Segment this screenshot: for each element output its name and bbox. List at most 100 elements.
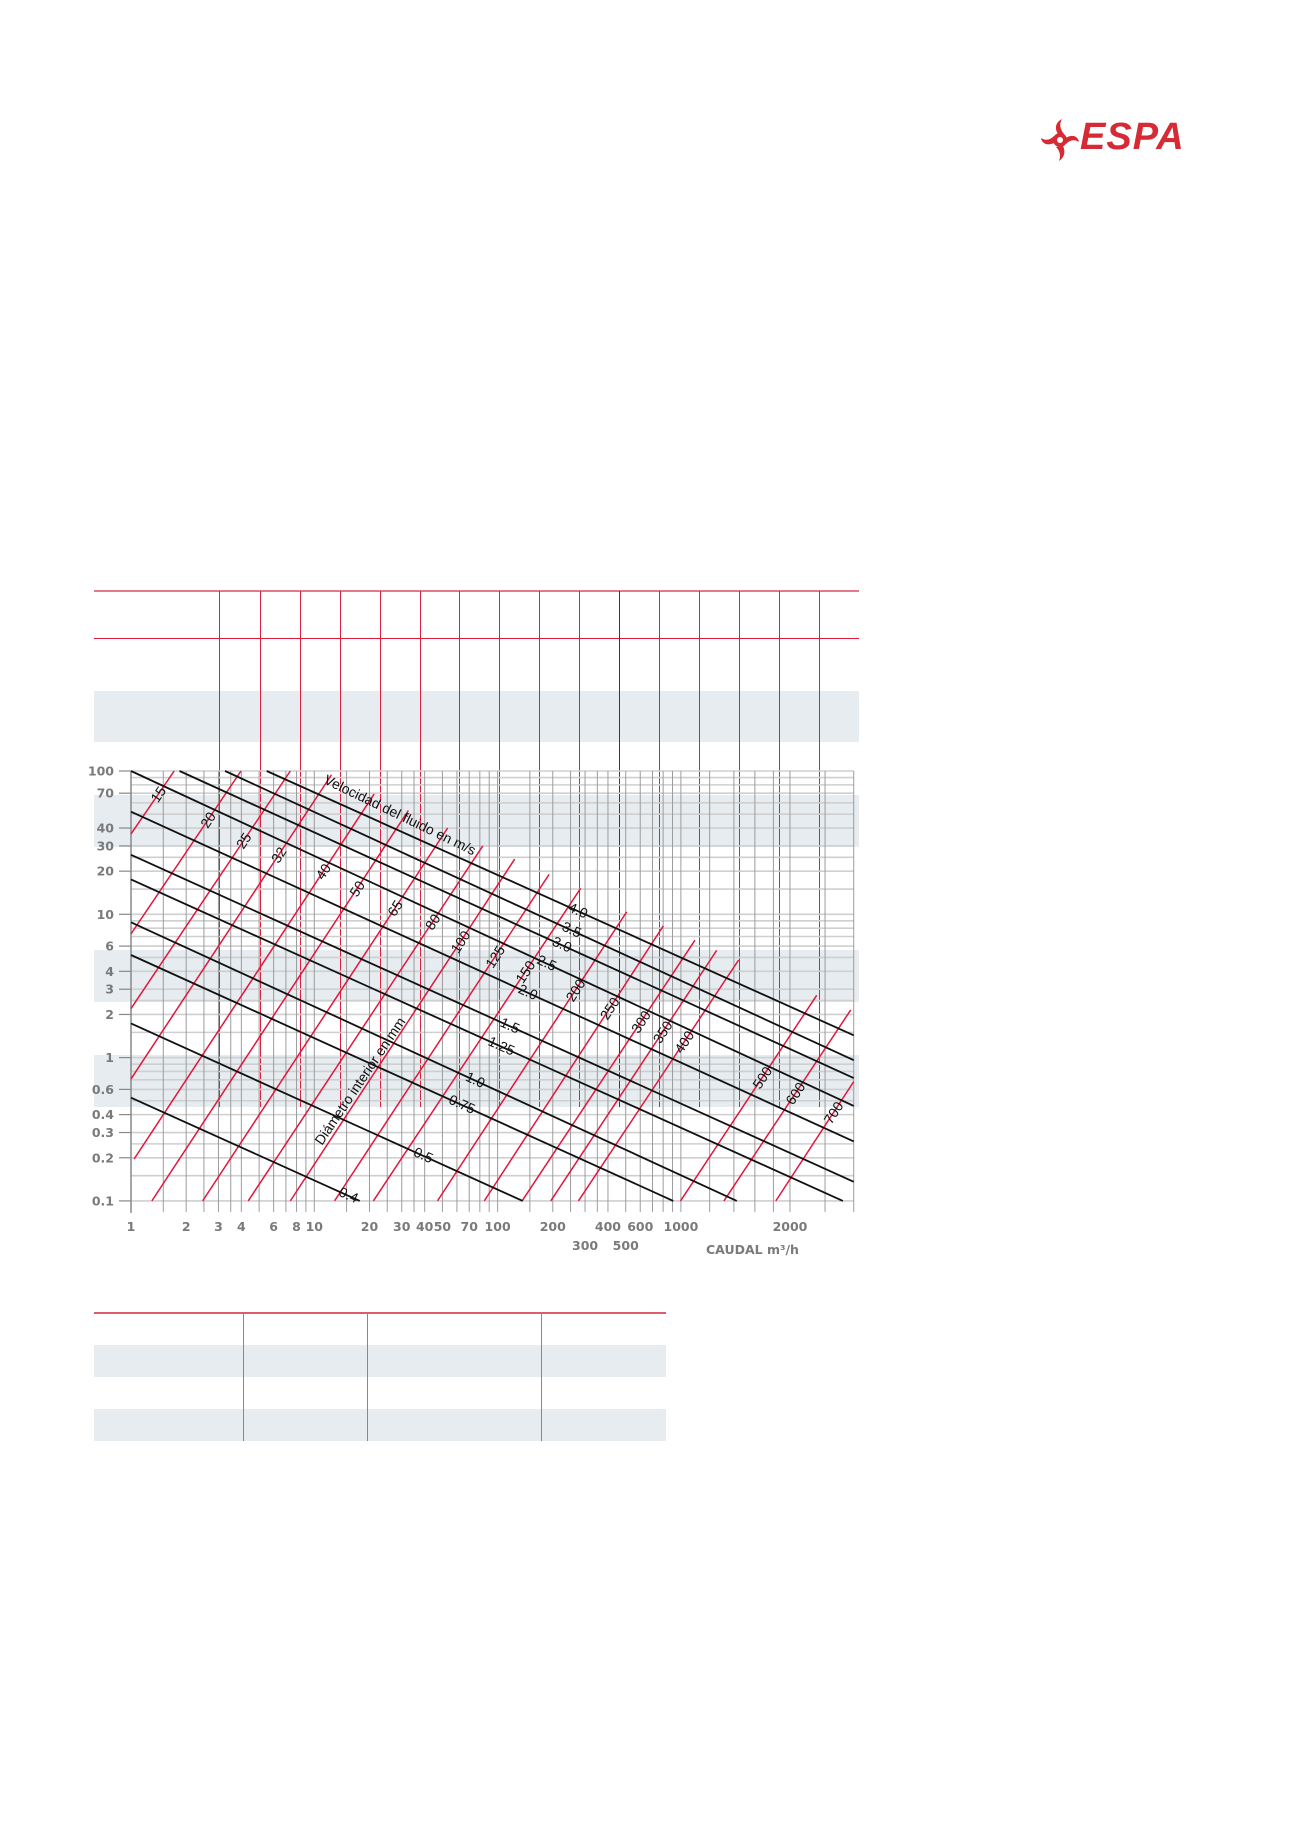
y-tick-label: 0.3 bbox=[92, 1125, 114, 1140]
velocity-label: 1.0 bbox=[463, 1068, 488, 1091]
y-tick-label: 0.1 bbox=[92, 1193, 114, 1208]
table-row-shaded bbox=[94, 691, 859, 742]
x-tick-label: 500 bbox=[613, 1238, 639, 1253]
velocity-label: 0.5 bbox=[411, 1144, 436, 1167]
diameter-label: 150 bbox=[512, 957, 538, 985]
y-tick-label: 70 bbox=[97, 786, 115, 801]
table-column-divider bbox=[539, 591, 540, 1107]
y-tick-label: 100 bbox=[88, 764, 114, 779]
table-column-divider bbox=[619, 591, 620, 1107]
x-tick-label: 20 bbox=[361, 1219, 379, 1234]
velocity-line bbox=[130, 954, 674, 1202]
table-column-divider bbox=[819, 591, 820, 1107]
logo-text: ESPA bbox=[1080, 116, 1185, 158]
table-column-divider bbox=[699, 591, 700, 1107]
diameter-line bbox=[775, 1081, 855, 1202]
diameter-label: 20 bbox=[197, 809, 219, 831]
y-tick-label: 3 bbox=[105, 982, 114, 997]
y-tick-label: 6 bbox=[105, 939, 114, 954]
y-tick-label: 4 bbox=[105, 964, 114, 979]
diameter-line bbox=[202, 827, 449, 1202]
diameter-line bbox=[289, 858, 516, 1202]
table-row-shaded bbox=[94, 1409, 666, 1441]
velocity-line bbox=[130, 921, 738, 1202]
x-tick-label: 3 bbox=[214, 1219, 223, 1234]
grid bbox=[130, 770, 855, 1213]
diameter-line bbox=[247, 845, 484, 1202]
velocity-line bbox=[130, 770, 855, 1107]
velocity-label: 1.5 bbox=[498, 1014, 523, 1037]
velocity-label: 1.25 bbox=[486, 1033, 518, 1059]
y-tick-label: 0.4 bbox=[92, 1107, 114, 1122]
diameter-line bbox=[550, 949, 718, 1202]
velocity-line bbox=[224, 770, 855, 1061]
x-tick-label: 1000 bbox=[664, 1219, 699, 1234]
table-column-divider bbox=[779, 591, 780, 1107]
velocity-line bbox=[130, 1096, 361, 1202]
table-column-divider bbox=[367, 1313, 368, 1441]
diameter-label: 700 bbox=[820, 1098, 846, 1126]
velocity-label: 0.4 bbox=[337, 1184, 362, 1207]
diameter-line bbox=[130, 770, 175, 835]
velocity-label: 3.0 bbox=[550, 933, 575, 956]
table-row-shaded bbox=[94, 950, 859, 1002]
x-tick-label: 2000 bbox=[773, 1219, 808, 1234]
velocity-label: 2.0 bbox=[516, 980, 541, 1003]
velocity-line bbox=[130, 854, 855, 1183]
velocity-label: 4.0 bbox=[566, 899, 591, 922]
velocity-label: 0.75 bbox=[446, 1091, 478, 1117]
y-tick-label: 40 bbox=[97, 821, 115, 836]
y-tick-label: 1 bbox=[105, 1050, 114, 1065]
table-column-divider bbox=[243, 1313, 244, 1441]
table-column-divider bbox=[659, 591, 660, 1107]
espa-logo: ESPA bbox=[1040, 116, 1184, 162]
velocity-lines bbox=[130, 770, 855, 1202]
y-tick-label: 20 bbox=[97, 864, 115, 879]
x-tick-label: 10 bbox=[306, 1219, 324, 1234]
x-tick-label: 400 bbox=[595, 1219, 621, 1234]
velocity-line bbox=[130, 878, 844, 1202]
table-column-divider bbox=[219, 591, 220, 1107]
diameter-line bbox=[133, 793, 375, 1160]
diameter-label: 250 bbox=[597, 994, 623, 1022]
table-column-divider bbox=[459, 591, 460, 1107]
diameter-line bbox=[333, 873, 550, 1202]
velocity-line bbox=[179, 770, 855, 1079]
table-row-shaded bbox=[94, 795, 859, 847]
table-column-divider bbox=[579, 591, 580, 1107]
impeller-swirl-icon bbox=[1041, 119, 1079, 161]
diameter-label: 65 bbox=[384, 897, 406, 919]
x-tick-label: 8 bbox=[292, 1219, 301, 1234]
diameter-label: 15 bbox=[147, 783, 169, 805]
y-tick-label: 10 bbox=[97, 907, 115, 922]
table-header-rule bbox=[94, 638, 859, 639]
table-row-shaded bbox=[94, 1345, 666, 1377]
x-tick-label: 300 bbox=[572, 1238, 598, 1253]
x-tick-label: 600 bbox=[627, 1219, 653, 1234]
x-tick-label: 50 bbox=[434, 1219, 452, 1234]
diameter-label: 32 bbox=[268, 844, 290, 866]
velocity-line bbox=[266, 770, 855, 1037]
x-tick-label: 40 bbox=[416, 1219, 434, 1234]
diameter-line bbox=[151, 810, 409, 1202]
x-tick-label: 2 bbox=[182, 1219, 191, 1234]
velocity-label: 2.5 bbox=[535, 951, 560, 974]
x-tick-label: 100 bbox=[485, 1219, 511, 1234]
y-tick-label: 2 bbox=[105, 1007, 114, 1022]
x-tick-label: 200 bbox=[540, 1219, 566, 1234]
diameter-label: 80 bbox=[422, 911, 444, 933]
y-tick-label: 0.6 bbox=[92, 1082, 114, 1097]
diameter-line bbox=[679, 994, 818, 1202]
x-tick-label: 30 bbox=[393, 1219, 411, 1234]
table-top-rule bbox=[94, 1312, 666, 1314]
velocity-line bbox=[130, 810, 855, 1143]
diameter-label: 25 bbox=[233, 829, 255, 851]
x-tick-label: 6 bbox=[269, 1219, 278, 1234]
table-column-divider bbox=[541, 1313, 542, 1441]
table-column-divider bbox=[420, 591, 421, 1107]
table-column-divider bbox=[380, 591, 381, 1107]
table-top-rule bbox=[94, 590, 859, 592]
y-tick-label: 30 bbox=[97, 838, 115, 853]
